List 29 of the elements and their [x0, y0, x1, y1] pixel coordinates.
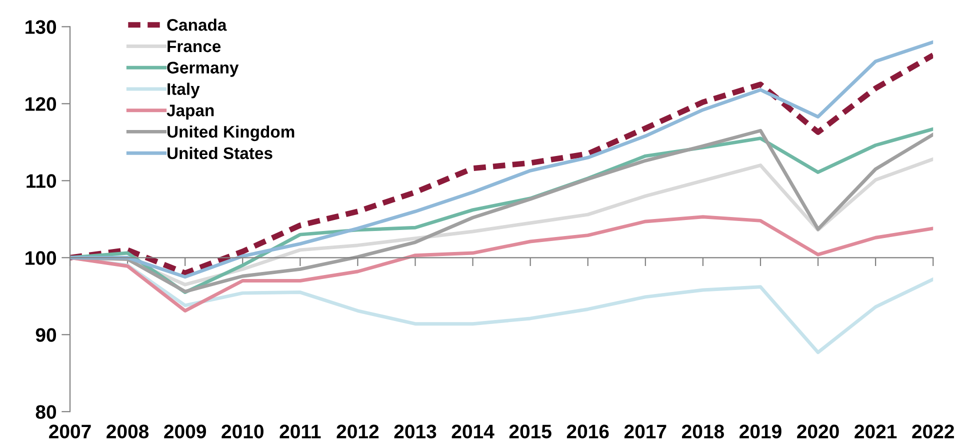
x-tick-label: 2014 [452, 424, 494, 438]
x-tick-label: 2021 [854, 424, 897, 438]
x-tick-label: 2011 [280, 424, 321, 438]
x-tick-label: 2008 [106, 424, 149, 438]
y-tick-label: 100 [26, 251, 56, 265]
x-tick-label: 2013 [394, 424, 436, 438]
legend-label: France [168, 40, 221, 52]
x-tick-label: 2022 [912, 424, 954, 438]
x-tick-label: 2017 [624, 424, 666, 438]
legend-label: Japan [166, 104, 214, 120]
x-tick-label: 2018 [682, 424, 724, 438]
x-tick-label: 2010 [222, 424, 264, 438]
x-tick-label: 2012 [336, 424, 379, 438]
legend-label: Canada [167, 18, 227, 31]
y-tick-label: 110 [26, 174, 56, 188]
x-tick-label: 2015 [509, 424, 552, 438]
legend-label: United Kingdom [167, 125, 294, 142]
x-tick-label: 2009 [164, 424, 206, 438]
legend-label: Germany [167, 62, 239, 77]
y-tick-label: 80 [36, 405, 56, 419]
legend-label: Italy [168, 82, 200, 98]
y-tick-label: 130 [26, 20, 56, 34]
x-tick-label: 2019 [740, 424, 782, 438]
legend-label: United States [167, 146, 272, 160]
y-tick-label: 90 [36, 328, 56, 342]
x-tick-label: 2020 [797, 424, 839, 438]
y-tick-label: 120 [26, 97, 56, 111]
x-tick-label: 2016 [566, 424, 609, 438]
x-tick-label: 2007 [49, 424, 91, 438]
